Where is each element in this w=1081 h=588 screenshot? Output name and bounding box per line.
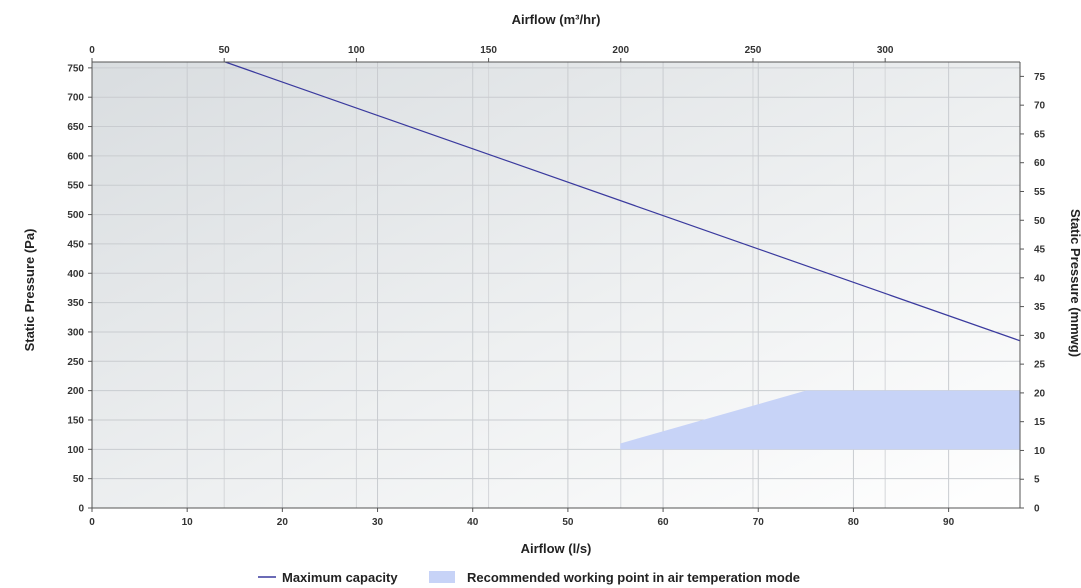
y-right-tick-label: 20 xyxy=(1034,388,1046,399)
x-bottom-tick-label: 40 xyxy=(467,517,479,528)
y-left-tick-label: 0 xyxy=(78,504,84,515)
x-top-tick-label: 0 xyxy=(89,45,95,56)
x-top-tick-label: 200 xyxy=(612,45,629,56)
y-left-tick-label: 350 xyxy=(67,298,84,309)
y-left-tick-label: 400 xyxy=(67,269,84,280)
y-left-tick-label: 550 xyxy=(67,181,84,192)
y-right-tick-label: 45 xyxy=(1034,245,1046,256)
y-left-tick-label: 600 xyxy=(67,151,84,162)
x-bottom-tick-label: 90 xyxy=(943,517,955,528)
y-left-tick-label: 450 xyxy=(67,239,84,250)
y-right-tick-label: 0 xyxy=(1034,504,1040,515)
y-left-tick-label: 650 xyxy=(67,122,84,133)
tick-labels: 0 10 20 30 40 50 60 70 80 900 50 100 150 200 250 300050… xyxy=(67,45,1045,528)
y-right-tick-label: 15 xyxy=(1034,417,1046,428)
legend-area-swatch xyxy=(429,571,455,583)
axes xyxy=(88,58,1024,512)
x-bottom-tick-label: 70 xyxy=(753,517,765,528)
y-right-tick-label: 55 xyxy=(1034,187,1046,198)
x-bottom-tick-label: 10 xyxy=(182,517,194,528)
x-top-tick-label: 50 xyxy=(219,45,231,56)
y-left-tick-label: 300 xyxy=(67,327,84,338)
y-right-tick-label: 30 xyxy=(1034,331,1046,342)
y-left-tick-label: 700 xyxy=(67,93,84,104)
y-right-tick-label: 60 xyxy=(1034,158,1046,169)
series-area xyxy=(620,390,1020,450)
y-right-tick-label: 35 xyxy=(1034,302,1046,313)
y-right-tick-label: 5 xyxy=(1034,475,1040,486)
y-right-tick-label: 65 xyxy=(1034,129,1046,140)
y-left-tick-label: 250 xyxy=(67,357,84,368)
x-bottom-tick-label: 30 xyxy=(372,517,384,528)
y-right-tick-label: 75 xyxy=(1034,72,1046,83)
x-top-axis-title: Airflow (m³/hr) xyxy=(512,12,601,27)
series-line xyxy=(225,61,1021,342)
x-bottom-tick-label: 20 xyxy=(277,517,289,528)
x-bottom-tick-label: 50 xyxy=(562,517,574,528)
x-bottom-tick-label: 60 xyxy=(658,517,670,528)
x-bottom-tick-label: 80 xyxy=(848,517,860,528)
legend-label-max-capacity: Maximum capacity xyxy=(282,570,398,585)
y-left-tick-label: 200 xyxy=(67,386,84,397)
y-left-tick-label: 150 xyxy=(67,415,84,426)
recommended-area xyxy=(620,390,1020,450)
y-left-tick-label: 50 xyxy=(73,474,85,485)
y-right-axis-title: Static Pressure (mmwg) xyxy=(1068,209,1081,357)
y-left-tick-label: 100 xyxy=(67,445,84,456)
y-right-tick-label: 10 xyxy=(1034,446,1046,457)
y-right-tick-label: 50 xyxy=(1034,216,1046,227)
y-right-tick-label: 25 xyxy=(1034,360,1046,371)
x-top-tick-label: 300 xyxy=(877,45,894,56)
y-left-tick-label: 500 xyxy=(67,210,84,221)
x-top-tick-label: 100 xyxy=(348,45,365,56)
x-top-tick-label: 250 xyxy=(745,45,762,56)
x-top-tick-label: 150 xyxy=(480,45,497,56)
x-bottom-axis-title: Airflow (l/s) xyxy=(521,541,592,556)
y-right-tick-label: 70 xyxy=(1034,101,1046,112)
legend-label-recommended: Recommended working point in air tempera… xyxy=(467,570,800,585)
y-left-tick-label: 750 xyxy=(67,63,84,74)
y-left-axis-title: Static Pressure (Pa) xyxy=(22,229,37,352)
y-right-tick-label: 40 xyxy=(1034,273,1046,284)
x-bottom-tick-label: 0 xyxy=(89,517,95,528)
max-capacity-line xyxy=(225,61,1021,342)
legend: Maximum capacity Recommended working poi… xyxy=(258,570,800,585)
